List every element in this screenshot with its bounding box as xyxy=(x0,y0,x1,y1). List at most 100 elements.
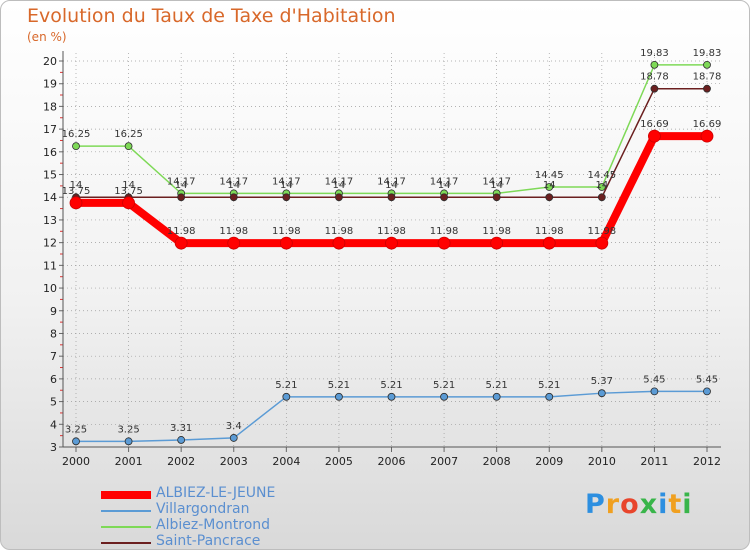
data-label-albiez-le-jeune: 13.75 xyxy=(114,186,143,197)
data-point-albiez-le-jeune xyxy=(385,236,398,250)
data-point-villargondran xyxy=(387,392,396,401)
data-point-saint-pancrace xyxy=(335,193,343,202)
y-tick-label: 3 xyxy=(50,441,57,454)
x-tick-label: 2006 xyxy=(378,455,406,468)
data-point-albiez-le-jeune xyxy=(122,196,135,210)
data-label-albiez-le-jeune: 16.69 xyxy=(693,119,722,130)
y-tick-label: 11 xyxy=(43,259,57,272)
data-labels: 3.25 3.25 3.31 3.4 5.21 5.21 5.21 5.21 5.21 5.21 5… xyxy=(62,48,722,435)
legend-swatch-albiez-montrond xyxy=(101,526,151,528)
data-label-saint-pancrace: 14 xyxy=(280,180,293,191)
legend-label: Albiez-Montrond xyxy=(156,517,271,533)
data-label-saint-pancrace: 18.78 xyxy=(693,72,722,83)
data-point-albiez-le-jeune xyxy=(69,196,83,210)
data-point-albiez-le-jeune xyxy=(332,236,346,250)
data-label-saint-pancrace: 14 xyxy=(122,180,135,191)
data-label-albiez-montrond: 14.17 xyxy=(430,176,459,187)
data-point-albiez-le-jeune xyxy=(490,236,504,250)
data-label-saint-pancrace: 14 xyxy=(438,180,451,191)
data-point-villargondran xyxy=(703,387,711,396)
axes: 3 4 5 6 7 8 9 10 11 12 13 14 15 16 17 18 19 20 2000 2001 200… xyxy=(43,51,721,468)
data-point-villargondran xyxy=(282,392,291,401)
y-tick-label: 16 xyxy=(43,146,57,159)
data-point-saint-pancrace xyxy=(492,193,501,202)
y-tick-label: 10 xyxy=(43,282,57,295)
data-label-villargondran: 5.21 xyxy=(486,380,508,391)
data-label-albiez-le-jeune: 11.98 xyxy=(535,226,564,237)
data-label-albiez-montrond: 14.17 xyxy=(167,176,196,187)
data-point-albiez-le-jeune xyxy=(174,236,188,250)
data-point-saint-pancrace xyxy=(177,193,186,202)
data-point-villargondran xyxy=(229,434,238,442)
data-label-albiez-montrond: 14.17 xyxy=(377,176,406,187)
data-label-villargondran: 3.4 xyxy=(226,421,242,432)
data-label-albiez-montrond: 14.17 xyxy=(482,176,511,187)
legend-label: ALBIEZ-LE-JEUNE xyxy=(156,485,276,501)
y-tick-label: 18 xyxy=(43,100,57,113)
data-point-saint-pancrace xyxy=(282,193,291,202)
y-tick-label: 4 xyxy=(50,418,57,431)
data-label-albiez-montrond: 14.17 xyxy=(325,176,354,187)
data-label-villargondran: 5.21 xyxy=(275,380,297,391)
data-point-albiez-le-jeune xyxy=(595,236,609,250)
data-point-saint-pancrace xyxy=(650,84,659,93)
chart-title: Evolution du Taux de Taxe d'Habitation xyxy=(27,5,396,27)
data-point-albiez-le-jeune xyxy=(227,236,241,250)
data-point-albiez-montrond xyxy=(545,183,554,191)
data-point-villargondran xyxy=(72,437,80,446)
data-label-villargondran: 5.21 xyxy=(433,380,455,391)
data-point-albiez-montrond xyxy=(703,60,711,69)
data-label-albiez-montrond: 16.25 xyxy=(114,129,143,140)
y-tick-label: 14 xyxy=(43,191,57,204)
x-tick-label: 2001 xyxy=(115,455,143,468)
y-tick-label: 6 xyxy=(50,373,57,386)
data-label-albiez-montrond: 19.83 xyxy=(693,48,722,59)
y-tick-label: 8 xyxy=(50,327,57,340)
data-label-albiez-le-jeune: 11.98 xyxy=(325,226,354,237)
data-point-villargondran xyxy=(124,437,133,446)
y-tick-label: 13 xyxy=(43,214,57,227)
data-point-villargondran xyxy=(545,392,554,401)
data-label-albiez-le-jeune: 13.75 xyxy=(62,186,91,197)
y-tick-label: 7 xyxy=(50,350,57,363)
data-label-villargondran: 5.45 xyxy=(696,374,718,385)
data-point-villargondran xyxy=(440,392,448,401)
data-point-saint-pancrace xyxy=(545,193,554,202)
legend-swatch-villargondran xyxy=(101,510,151,512)
x-tick-label: 2009 xyxy=(535,455,563,468)
data-label-saint-pancrace: 14 xyxy=(70,180,83,191)
data-label-albiez-montrond: 14.45 xyxy=(535,170,564,181)
data-point-saint-pancrace xyxy=(703,84,711,93)
legend-swatch-saint-pancrace xyxy=(101,542,151,544)
data-point-albiez-le-jeune xyxy=(542,236,556,250)
data-label-saint-pancrace: 18.78 xyxy=(640,72,669,83)
data-label-saint-pancrace: 14 xyxy=(595,180,608,191)
y-tick-label: 15 xyxy=(43,169,57,182)
y-tick-label: 19 xyxy=(43,78,57,91)
data-point-villargondran xyxy=(492,392,501,401)
data-point-albiez-le-jeune xyxy=(279,236,293,250)
data-label-villargondran: 5.21 xyxy=(328,380,350,391)
data-point-albiez-le-jeune xyxy=(700,129,714,143)
y-tick-label: 12 xyxy=(43,237,57,250)
data-label-albiez-montrond: 14.17 xyxy=(272,176,301,187)
data-label-albiez-montrond: 19.83 xyxy=(640,48,669,59)
data-point-albiez-montrond xyxy=(650,60,659,69)
data-label-albiez-le-jeune: 16.69 xyxy=(640,119,669,130)
y-tick-label: 9 xyxy=(50,305,57,318)
legend-label: Saint-Pancrace xyxy=(156,533,261,549)
data-point-albiez-montrond xyxy=(124,142,133,151)
data-point-villargondran xyxy=(650,387,659,396)
data-point-saint-pancrace xyxy=(440,193,448,202)
data-label-villargondran: 5.37 xyxy=(591,376,613,387)
x-tick-label: 2012 xyxy=(693,455,721,468)
data-label-villargondran: 5.21 xyxy=(380,380,402,391)
data-point-villargondran xyxy=(177,436,186,444)
data-label-albiez-le-jeune: 11.98 xyxy=(430,226,459,237)
x-tick-label: 2005 xyxy=(325,455,353,468)
data-label-albiez-montrond: 14.17 xyxy=(219,176,248,187)
series-lines xyxy=(69,60,714,446)
data-label-albiez-le-jeune: 11.98 xyxy=(167,226,196,237)
